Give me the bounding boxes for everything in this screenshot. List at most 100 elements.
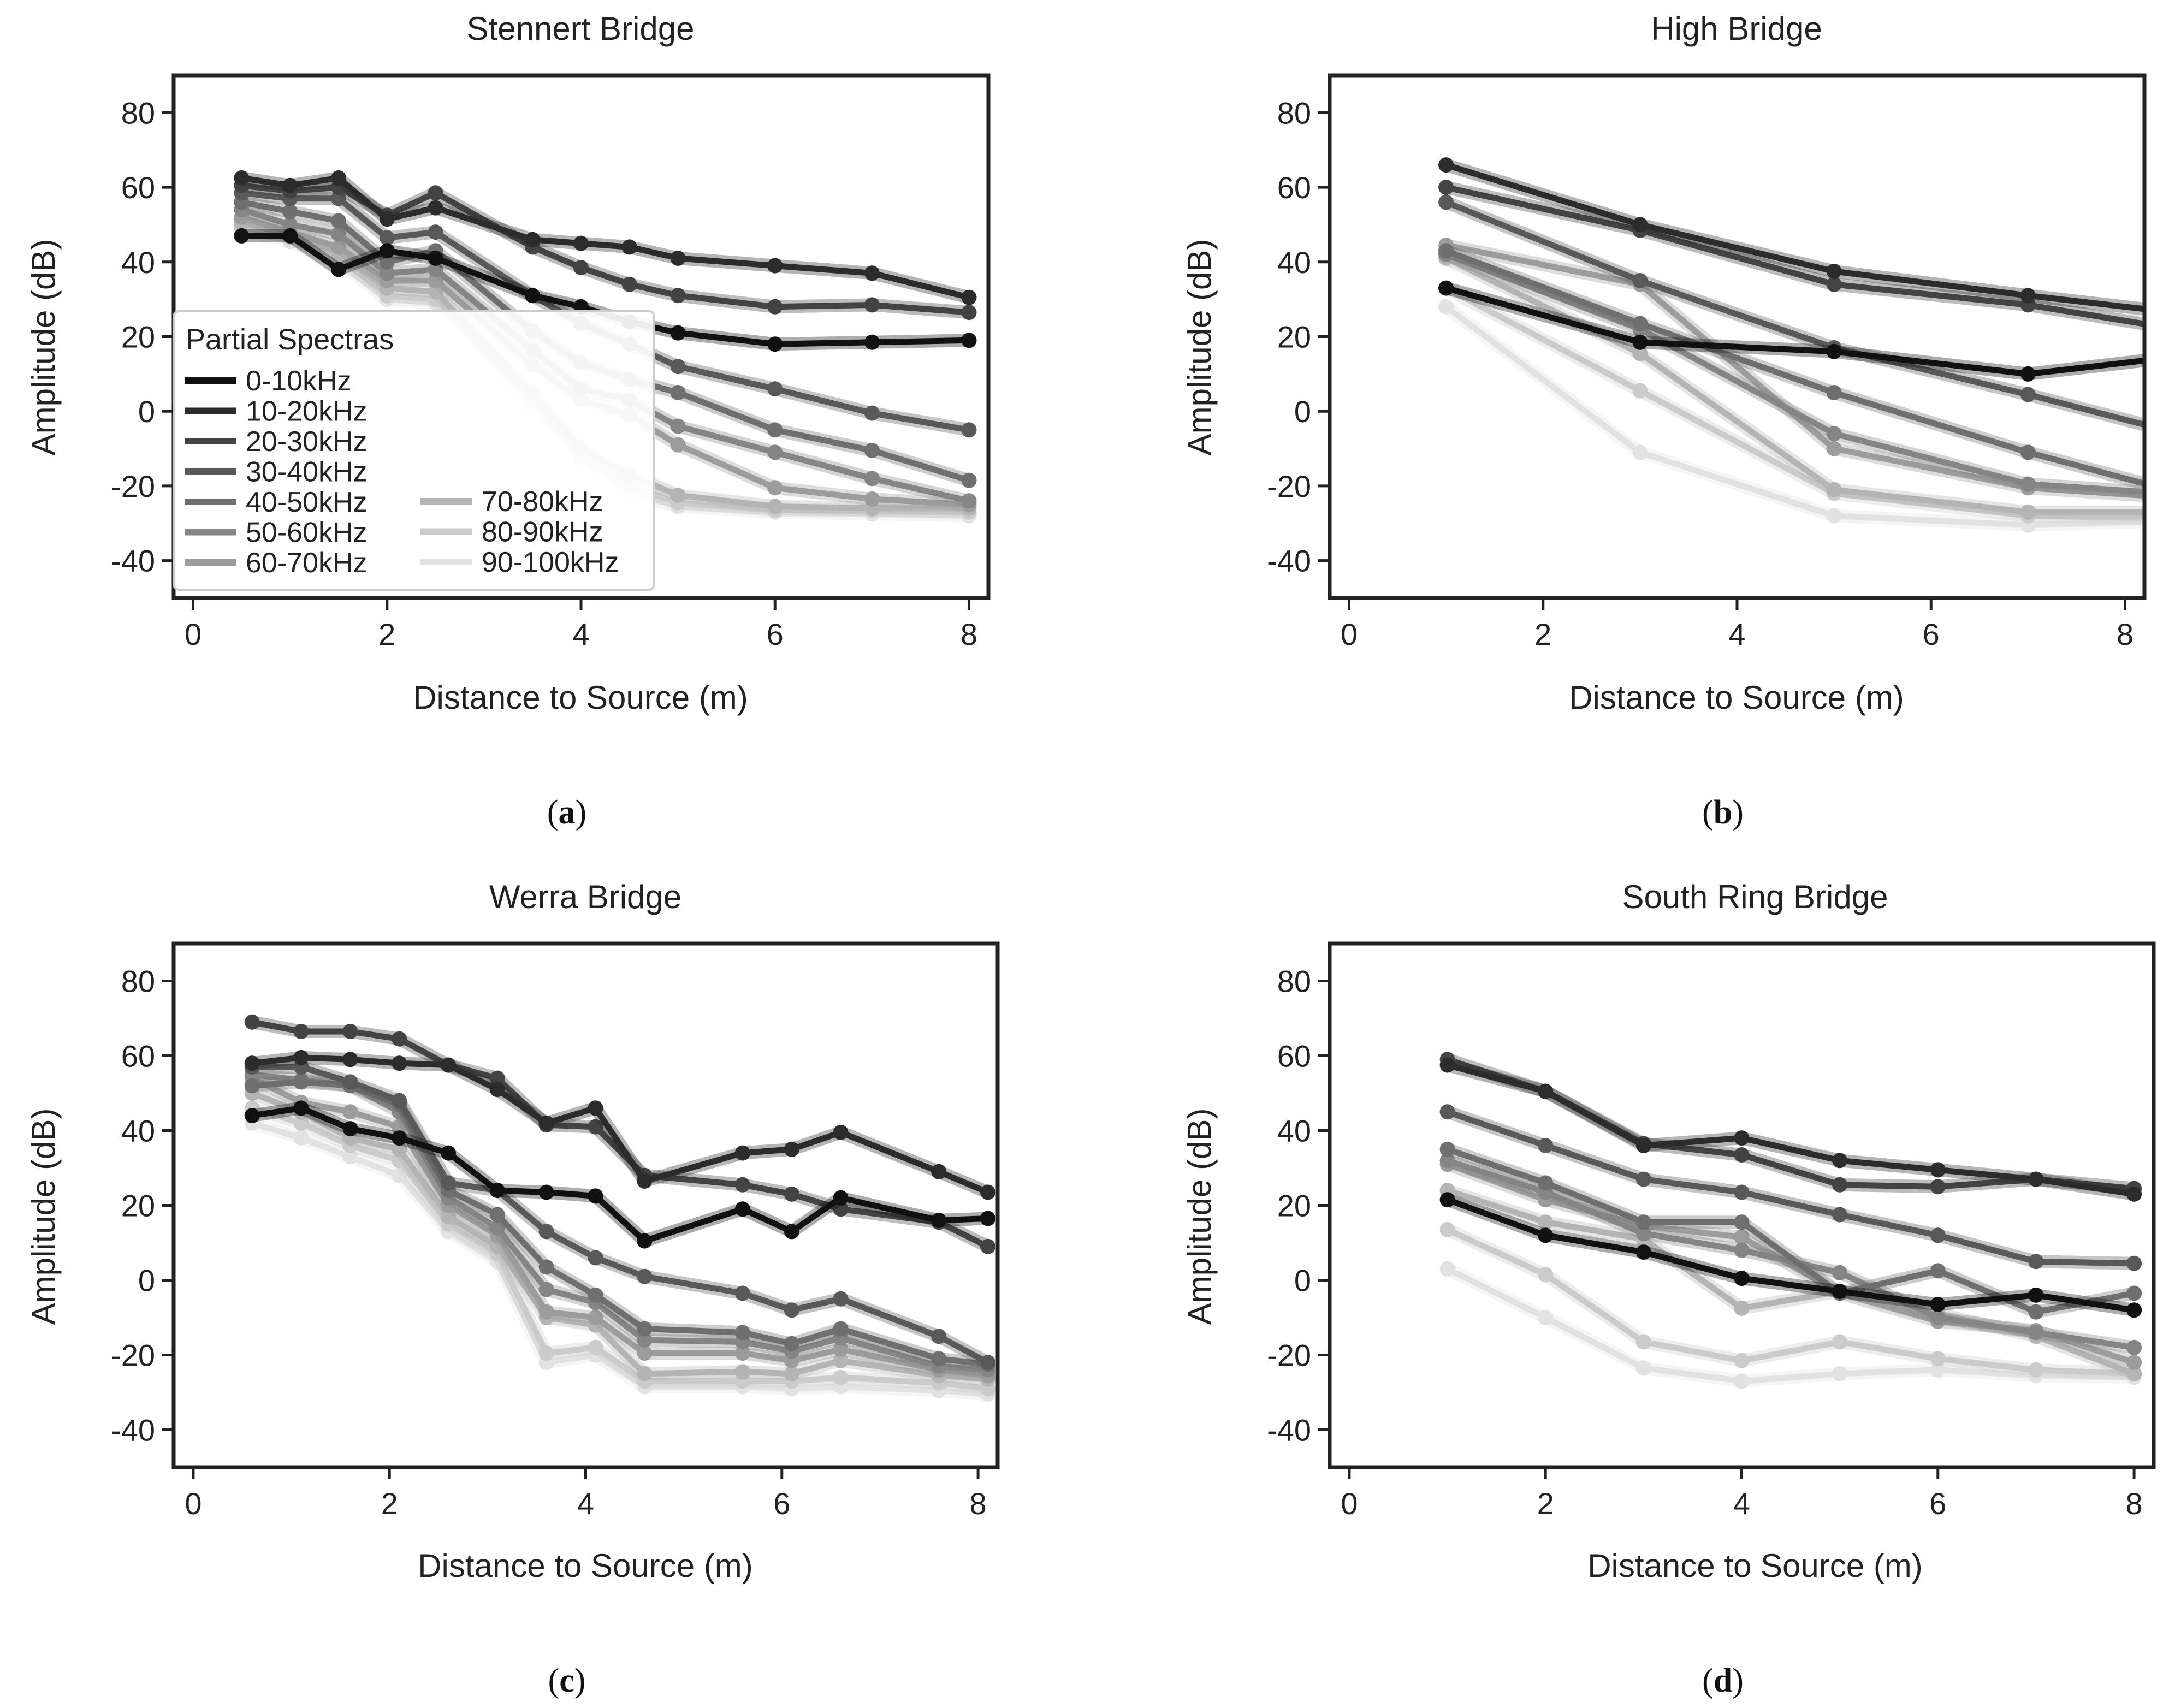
data-point: [1635, 1214, 1651, 1230]
x-tick-label: 2: [381, 1486, 398, 1521]
legend-label: 0-10kHz: [246, 365, 352, 397]
data-point: [244, 1014, 260, 1030]
legend-label: 60-70kHz: [246, 547, 368, 579]
data-point: [931, 1351, 947, 1367]
data-point: [1632, 444, 1648, 460]
data-point: [293, 1024, 309, 1039]
data-point: [637, 1366, 653, 1381]
data-point: [1438, 157, 1454, 173]
legend-entries: 0-10kHz10-20kHz20-30kHz30-40kHz40-50kHz5…: [185, 365, 619, 579]
data-point: [1439, 1153, 1455, 1169]
y-tick-label: 80: [121, 96, 155, 130]
data-point: [1734, 1184, 1750, 1200]
x-tick-label: 8: [2117, 617, 2134, 651]
data-point: [525, 232, 541, 247]
data-point: [331, 262, 346, 277]
x-axis-title: Distance to Source (m): [413, 679, 748, 716]
series-40-50kHz: [1438, 243, 2144, 491]
series-line: [241, 175, 970, 301]
caption-letter: d: [1714, 1662, 1732, 1699]
x-tick-label: 4: [1728, 617, 1745, 651]
data-point: [1832, 1334, 1848, 1350]
series-layer: [1439, 1052, 2142, 1389]
series-80-90kHz: [244, 1100, 995, 1397]
data-point: [1930, 1362, 1946, 1378]
data-point: [1538, 1175, 1554, 1191]
data-point: [767, 299, 783, 315]
data-point: [864, 297, 880, 313]
data-point: [1635, 1137, 1651, 1153]
series-line: [252, 1078, 988, 1368]
data-point: [441, 1175, 456, 1191]
x-tick-label: 6: [767, 617, 784, 651]
legend-label: 90-100kHz: [482, 547, 619, 578]
data-point: [961, 289, 977, 305]
data-point: [961, 493, 977, 509]
legend-label: 80-90kHz: [482, 517, 603, 548]
y-axis-title: Amplitude (dB): [1181, 239, 1218, 456]
data-point: [1930, 1310, 1946, 1325]
data-point: [1826, 263, 1842, 279]
x-tick-label: 8: [2125, 1486, 2142, 1521]
data-point: [670, 488, 686, 503]
plot-area: -40 -20 0 20 40 60 80 0 2 4 6 8: [111, 941, 1000, 1521]
data-point: [1734, 1353, 1750, 1368]
data-point: [1734, 1242, 1750, 1258]
series-line: [252, 1064, 989, 1366]
data-point: [784, 1224, 799, 1240]
series-line: [251, 1075, 988, 1379]
y-tick-label: 0: [1294, 394, 1311, 429]
data-point: [767, 444, 783, 460]
data-point: [588, 1119, 603, 1135]
series-line: [1446, 1158, 2135, 1351]
data-point: [621, 276, 637, 292]
x-tick-label: 0: [1341, 1486, 1358, 1521]
data-point: [1635, 1360, 1651, 1376]
data-point: [2028, 1287, 2044, 1303]
legend-item: 60-70kHz: [185, 547, 368, 579]
data-point: [2020, 476, 2036, 492]
series-line: [1446, 1146, 2135, 1315]
data-point: [489, 1183, 505, 1199]
data-point: [637, 1345, 653, 1361]
y-axis-title: Amplitude (dB): [25, 239, 62, 456]
data-point: [621, 239, 637, 255]
panel-south-ring-bridge: South Ring Bridge -40 -20 0 20 40 60 80 0 2 4 6 8 D…: [1181, 879, 2156, 1699]
data-point: [1930, 1263, 1946, 1279]
data-point: [1439, 1141, 1455, 1157]
data-point: [489, 1220, 505, 1236]
data-point: [833, 1124, 849, 1140]
y-tick-label: -20: [111, 1338, 155, 1373]
data-point: [864, 265, 880, 281]
data-point: [2126, 1355, 2142, 1371]
data-point: [392, 1141, 407, 1157]
data-point: [1635, 1225, 1651, 1241]
y-tick-label: -20: [111, 469, 155, 503]
data-point: [767, 480, 783, 496]
series-10-20kHz: [1439, 1057, 2142, 1202]
data-point: [2126, 1255, 2142, 1271]
data-point: [1832, 1177, 1848, 1193]
y-tick-label: -40: [111, 1413, 155, 1448]
data-point: [1439, 1104, 1455, 1120]
series-line: [251, 1120, 988, 1397]
data-point: [864, 334, 880, 350]
data-point: [2020, 504, 2036, 520]
data-point: [282, 204, 298, 220]
data-point: [980, 1355, 995, 1371]
legend-label: 30-40kHz: [246, 456, 368, 488]
data-point: [588, 1287, 603, 1303]
data-point: [833, 1369, 849, 1385]
x-axis-title: Distance to Source (m): [1569, 679, 1904, 716]
y-tick-label: -40: [1267, 1413, 1311, 1448]
data-point: [1538, 1137, 1554, 1153]
legend-item: 10-20kHz: [185, 396, 368, 428]
data-point: [428, 262, 443, 277]
x-tick-label: 0: [185, 617, 202, 651]
data-point: [784, 1302, 799, 1318]
data-point: [864, 443, 880, 458]
data-point: [2020, 444, 2036, 460]
data-point: [784, 1186, 799, 1202]
series-line: [252, 1054, 989, 1195]
